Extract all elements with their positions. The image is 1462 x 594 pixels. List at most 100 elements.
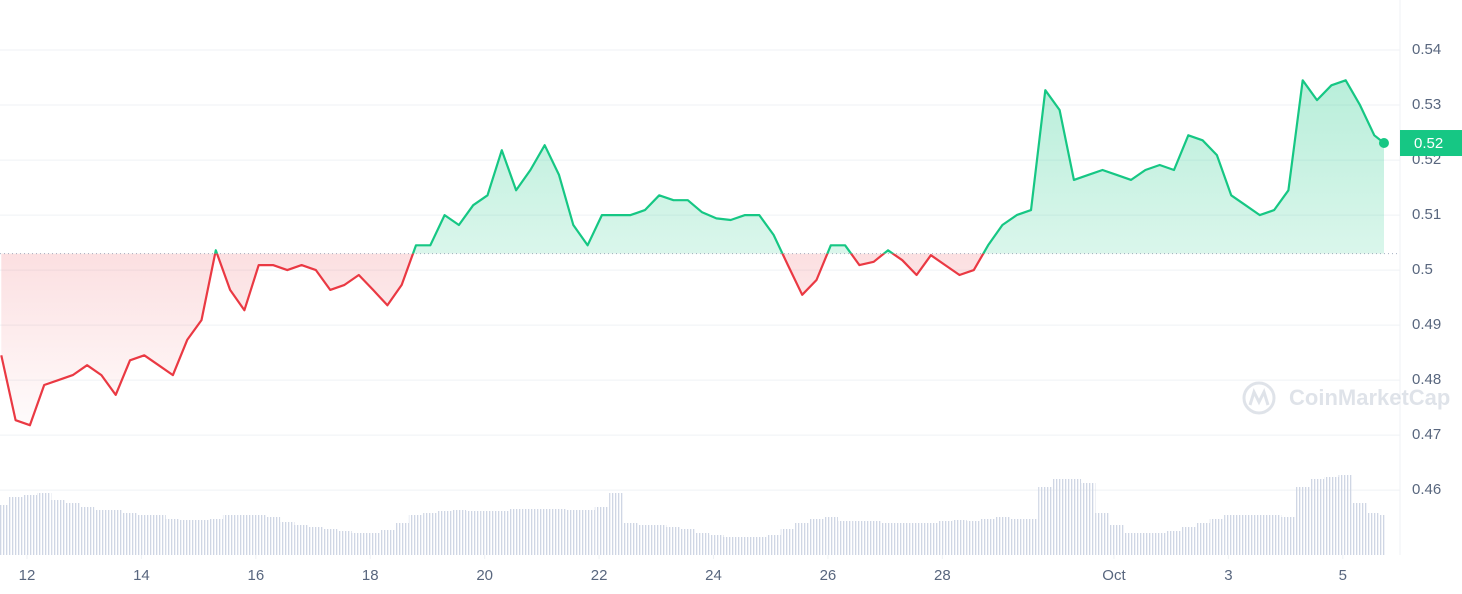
last-price-tag <box>1400 130 1462 157</box>
volume-bar <box>938 521 953 555</box>
x-tick-label: 24 <box>705 567 722 584</box>
volume-bar <box>137 515 152 555</box>
y-tick-label: 0.51 <box>1412 206 1441 223</box>
volume-bar <box>966 521 981 555</box>
volume-bar <box>594 507 610 555</box>
volume-bar <box>737 537 753 555</box>
volume-bar <box>880 523 896 555</box>
volume-bar <box>823 517 838 555</box>
x-tick-label: 3 <box>1224 567 1232 584</box>
volume-bar <box>909 523 924 555</box>
volume-bar <box>723 537 738 555</box>
y-tick-label: 0.48 <box>1412 371 1441 388</box>
volume-bar <box>380 530 395 555</box>
y-tick-label: 0.46 <box>1412 481 1441 498</box>
volume-bar <box>980 519 996 555</box>
volume-bar <box>51 500 66 555</box>
volume-bar <box>666 527 681 555</box>
volume-bar <box>652 525 667 555</box>
volume-bar <box>65 503 80 555</box>
volume-bar <box>1295 487 1310 555</box>
volume-bar <box>480 511 495 555</box>
volume-bar <box>1109 525 1124 555</box>
area-up <box>215 80 1384 254</box>
watermark-text: CoinMarketCap <box>1289 385 1450 410</box>
volume-bar <box>408 515 424 555</box>
volume-bar <box>709 535 724 555</box>
last-price-label: 0.52 <box>1414 135 1443 152</box>
volume-bar <box>494 511 509 555</box>
price-line-up <box>214 79 1385 254</box>
volume-bar <box>165 519 181 555</box>
volume-bar <box>866 521 881 555</box>
x-tick-label: 14 <box>133 567 150 584</box>
volume-bar <box>580 510 595 555</box>
x-tick-label: 5 <box>1339 567 1347 584</box>
volume-bar <box>151 515 166 555</box>
volume-bar <box>1352 503 1368 555</box>
volume-bar <box>923 523 939 555</box>
x-tick-label: 18 <box>362 567 379 584</box>
price-line-down <box>0 253 985 427</box>
volume-bar <box>1281 517 1296 555</box>
volume-bar <box>680 529 695 555</box>
volume-bar <box>194 520 209 555</box>
volume-bar <box>752 537 767 555</box>
x-tick-label: 22 <box>591 567 608 584</box>
volume-bar <box>1195 523 1210 555</box>
volume-bar <box>280 522 295 555</box>
volume-bar <box>337 531 352 555</box>
volume-bar <box>437 511 452 555</box>
volume-bar <box>37 493 52 555</box>
volume-bar <box>1095 513 1110 555</box>
y-tick-label: 0.5 <box>1412 261 1433 278</box>
volume-bar <box>766 535 781 555</box>
volume-bar <box>809 519 824 555</box>
volume-bar <box>1052 479 1067 555</box>
volume-bar <box>1166 531 1182 555</box>
watermark: CoinMarketCap <box>1242 381 1450 415</box>
volume-bar <box>79 507 95 555</box>
volume-bar <box>523 509 538 555</box>
volume-bar <box>780 529 796 555</box>
volume-bar <box>308 527 324 555</box>
volume-bar <box>1009 519 1024 555</box>
volume-bar <box>251 515 266 555</box>
volume-bar <box>1224 515 1239 555</box>
volume-bar <box>222 515 238 555</box>
volume-bar <box>1324 477 1339 555</box>
volume-bar <box>1123 533 1139 555</box>
volume-bar <box>852 521 867 555</box>
volume-bar <box>122 513 138 555</box>
volume-bar <box>1066 479 1082 555</box>
volume-bar <box>351 533 366 555</box>
x-tick-label: 16 <box>247 567 264 584</box>
volume-bar <box>1038 487 1053 555</box>
volume-bar <box>1367 513 1380 555</box>
y-tick-label: 0.49 <box>1412 316 1441 333</box>
volume-bar <box>22 495 38 555</box>
y-tick-label: 0.54 <box>1412 41 1441 58</box>
volume-bar <box>208 519 223 555</box>
volume-bar <box>1266 515 1282 555</box>
x-tick-label: 12 <box>19 567 36 584</box>
volume-bar <box>694 533 710 555</box>
volume-bar <box>323 529 338 555</box>
volume-bar <box>1379 515 1386 555</box>
volume-bar <box>180 520 195 555</box>
volume-bar <box>8 497 23 555</box>
volume-bar <box>294 525 309 555</box>
volume-bar <box>237 515 252 555</box>
volume-bar <box>952 520 967 555</box>
x-tick-label: Oct <box>1102 567 1126 584</box>
volume-bar <box>537 509 552 555</box>
x-tick-label: 20 <box>476 567 493 584</box>
last-point <box>1378 138 1389 149</box>
volume-bar <box>1081 483 1096 555</box>
x-tick-label: 28 <box>934 567 951 584</box>
volume-bar <box>1023 519 1039 555</box>
volume-bar <box>837 521 853 555</box>
volume-bar <box>394 523 409 555</box>
volume-bar <box>895 523 910 555</box>
